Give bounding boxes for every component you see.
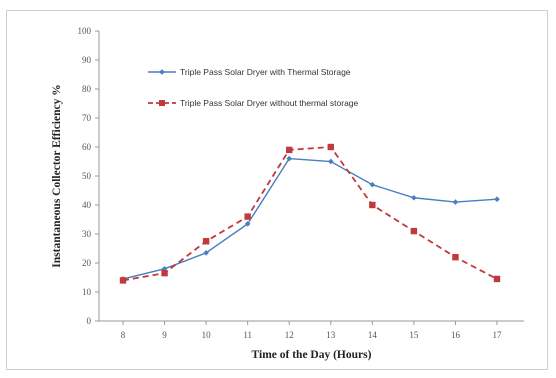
x-tick-label: 15 — [409, 330, 419, 340]
data-point — [286, 146, 293, 154]
data-point — [327, 158, 334, 165]
series-line — [122, 157, 498, 280]
x-tick-label: 13 — [326, 330, 336, 340]
chart-area — [6, 10, 548, 370]
data-point — [203, 250, 209, 256]
y-tick-label: 30 — [82, 229, 92, 239]
y-tick-label: 20 — [82, 258, 92, 268]
y-tick-label: 100 — [78, 26, 92, 36]
legend-label: Triple Pass Solar Dryer without thermal … — [180, 98, 359, 108]
y-tick-label: 10 — [82, 287, 92, 297]
data-point — [493, 275, 501, 283]
y-tick-label: 40 — [82, 200, 92, 210]
data-point — [369, 201, 376, 209]
legend-label: Triple Pass Solar Dryer with Thermal Sto… — [180, 67, 351, 77]
data-point — [244, 213, 251, 220]
data-point — [202, 238, 210, 245]
x-tick-label: 12 — [285, 330, 294, 340]
data-point — [161, 269, 168, 277]
legend: Triple Pass Solar Dryer with Thermal Sto… — [148, 67, 359, 108]
series-line — [122, 146, 498, 282]
x-tick-label: 8 — [121, 330, 126, 340]
data-point — [286, 155, 293, 162]
x-tick-label: 10 — [202, 330, 212, 340]
data-point — [161, 266, 168, 272]
y-tick-label: 80 — [82, 84, 92, 94]
x-tick-label: 16 — [451, 330, 461, 340]
data-point — [452, 254, 459, 261]
y-axis-ticks: 0 10 20 30 40 50 60 70 80 90 100 — [78, 26, 99, 326]
series-layer — [119, 143, 501, 284]
data-point — [411, 194, 417, 201]
legend-marker — [159, 69, 165, 75]
y-tick-label: 60 — [82, 142, 92, 152]
y-tick-label: 50 — [82, 171, 92, 181]
legend-item: Triple Pass Solar Dryer without thermal … — [148, 98, 359, 108]
legend-marker — [159, 100, 165, 106]
x-tick-label: 14 — [368, 330, 378, 340]
y-axis-title: Instantaneous Collector Efficiency % — [51, 84, 63, 267]
data-point — [327, 143, 334, 151]
y-tick-label: 70 — [82, 113, 92, 123]
x-tick-label: 11 — [243, 330, 252, 340]
y-tick-label: 90 — [82, 55, 92, 65]
y-tick-label: 0 — [87, 316, 92, 326]
series-2 — [119, 143, 501, 284]
x-tick-label: 9 — [162, 330, 167, 340]
data-point — [452, 199, 459, 205]
legend-item: Triple Pass Solar Dryer with Thermal Sto… — [148, 67, 351, 77]
data-point — [119, 277, 127, 284]
data-point — [369, 181, 376, 188]
data-point — [494, 196, 500, 202]
data-point — [410, 227, 418, 235]
data-point — [244, 221, 251, 227]
x-axis-title: Time of the Day (Hours) — [252, 349, 372, 361]
series-1 — [120, 155, 500, 282]
x-tick-label: 17 — [493, 330, 503, 340]
x-axis-ticks: 8 9 10 11 12 13 14 15 16 17 — [121, 321, 502, 340]
